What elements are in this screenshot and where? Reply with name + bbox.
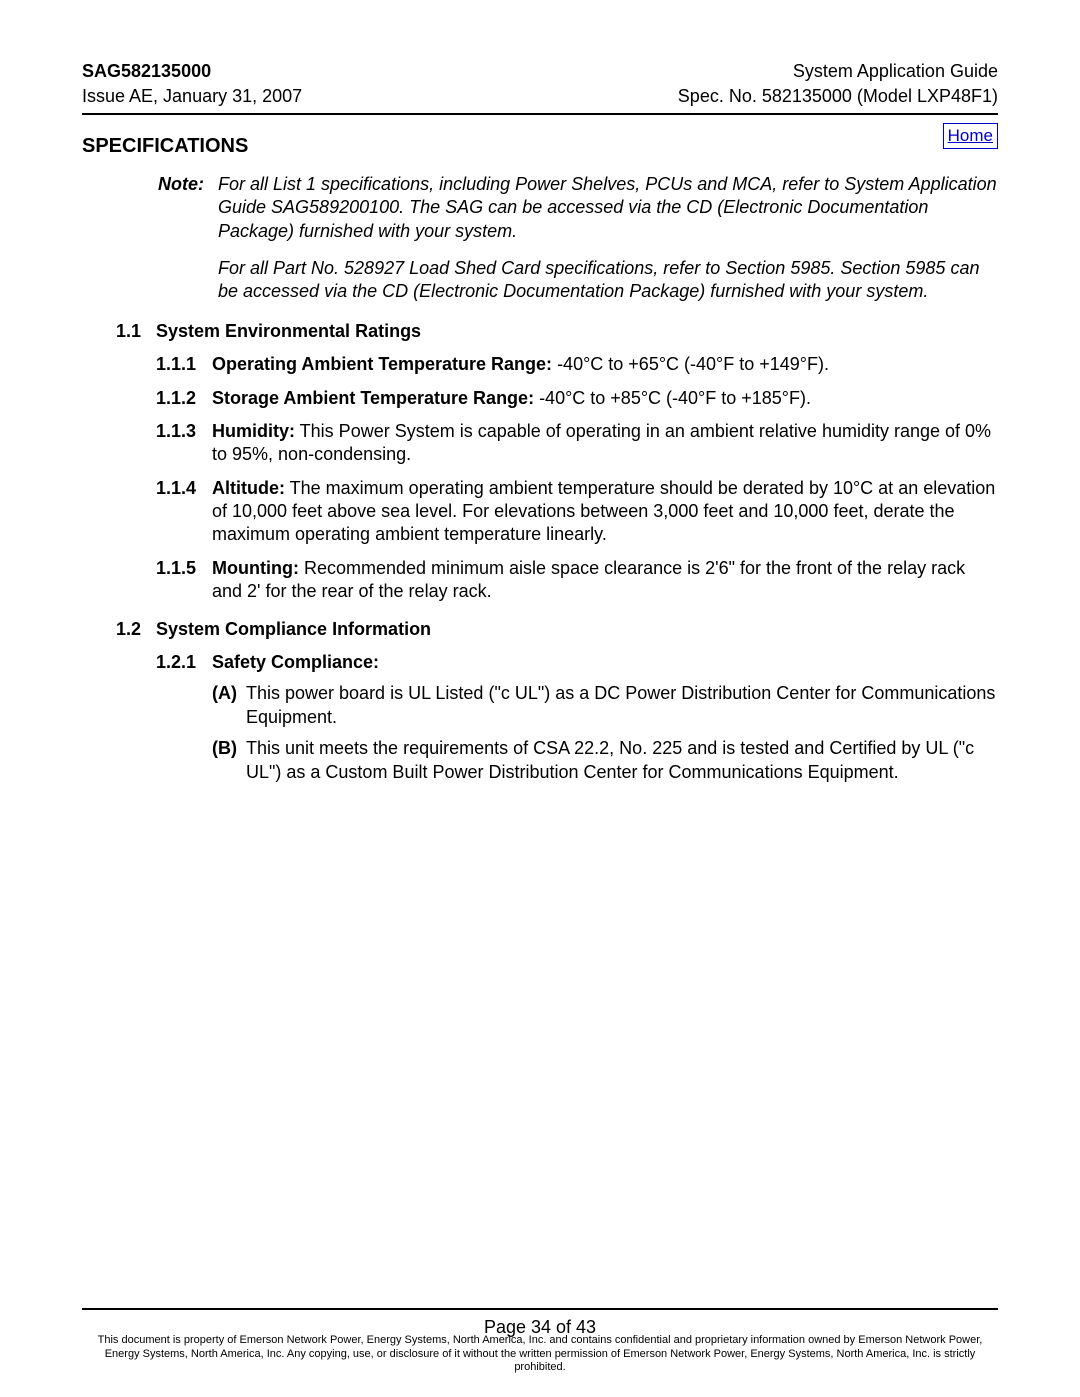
item-1-1-4: 1.1.4 Altitude: The maximum operating am… [156,477,998,547]
item-num: 1.1.1 [156,353,212,376]
item-num: 1.1.2 [156,387,212,410]
item-1-1-5: 1.1.5 Mounting: Recommended minimum aisl… [156,557,998,604]
item-label: Humidity: [212,421,295,441]
item-text: Recommended minimum aisle space clearanc… [212,558,965,601]
footer-disclaimer: This document is property of Emerson Net… [82,1334,998,1375]
subitem-text: This power board is UL Listed ("c UL") a… [246,682,998,729]
heading-num: 1.1 [116,320,156,343]
item-num: 1.1.5 [156,557,212,604]
note-para-1: For all List 1 specifications, including… [218,173,998,243]
note-para-2: For all Part No. 528927 Load Shed Card s… [218,257,998,304]
item-1-1-2: 1.1.2 Storage Ambient Temperature Range:… [156,387,998,410]
home-link[interactable]: Home [943,123,998,149]
item-label: Mounting: [212,558,299,578]
subitem-num: (A) [212,682,246,729]
footer-rule [82,1308,998,1310]
heading-num: 1.2 [116,618,156,641]
item-text: -40°C to +85°C (-40°F to +185°F). [534,388,811,408]
section-title: SPECIFICATIONS [82,133,998,159]
item-label: Operating Ambient Temperature Range: [212,354,552,374]
heading-1-1: 1.1 System Environmental Ratings [116,320,998,343]
item-text: This Power System is capable of operatin… [212,421,991,464]
doc-title: System Application Guide [793,60,998,83]
heading-1-2: 1.2 System Compliance Information [116,618,998,641]
item-1-1-1: 1.1.1 Operating Ambient Temperature Rang… [156,353,998,376]
document-page: SAG582135000 System Application Guide Is… [0,0,1080,784]
header-row-2: Issue AE, January 31, 2007 Spec. No. 582… [82,85,998,108]
header-row-1: SAG582135000 System Application Guide [82,60,998,83]
item-label: Safety Compliance: [212,652,379,672]
header-rule [82,113,998,115]
item-num: 1.2.1 [156,651,212,674]
item-text: The maximum operating ambient temperatur… [212,478,995,545]
doc-code: SAG582135000 [82,61,211,81]
item-num: 1.1.3 [156,420,212,467]
item-1-2-1: 1.2.1 Safety Compliance: [156,651,998,674]
heading-text: System Environmental Ratings [156,320,421,343]
subitem-text: This unit meets the requirements of CSA … [246,737,998,784]
note-label: Note: [158,173,218,243]
issue-date: Issue AE, January 31, 2007 [82,85,302,108]
subitem-b: (B) This unit meets the requirements of … [212,737,998,784]
item-text: -40°C to +65°C (-40°F to +149°F). [552,354,829,374]
subitem-a: (A) This power board is UL Listed ("c UL… [212,682,998,729]
item-1-1-3: 1.1.3 Humidity: This Power System is cap… [156,420,998,467]
item-label: Storage Ambient Temperature Range: [212,388,534,408]
subitem-num: (B) [212,737,246,784]
heading-text: System Compliance Information [156,618,431,641]
spec-no: Spec. No. 582135000 (Model LXP48F1) [678,85,998,108]
item-num: 1.1.4 [156,477,212,547]
item-label: Altitude: [212,478,285,498]
note-block: Note: For all List 1 specifications, inc… [158,173,998,304]
